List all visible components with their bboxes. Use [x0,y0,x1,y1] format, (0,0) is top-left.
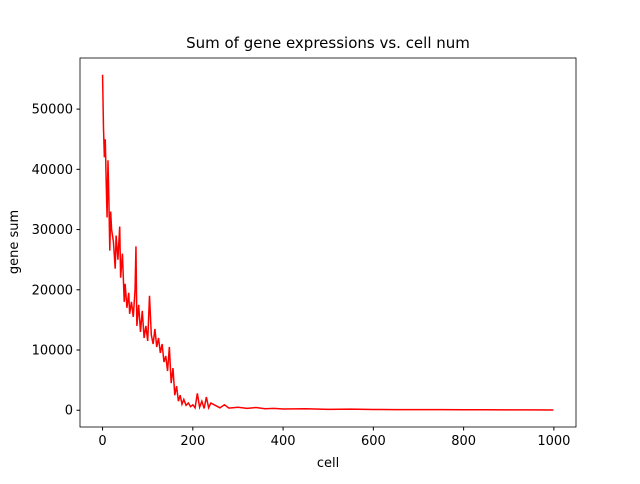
y-tick-label: 30000 [32,223,73,238]
chart-title: Sum of gene expressions vs. cell num [186,34,470,52]
y-tick-label: 10000 [32,344,73,359]
y-tick-label: 0 [65,404,73,419]
x-tick-label: 1000 [537,434,570,449]
axes-frame [79,57,577,428]
x-tick-label: 400 [271,434,296,449]
x-tick-label: 200 [180,434,205,449]
y-axis-label: gene sum [7,210,22,274]
y-tick-label: 50000 [32,103,73,118]
x-tick-label: 800 [451,434,476,449]
y-tick-label: 20000 [32,283,73,298]
x-tick-label: 0 [98,434,106,449]
line-series [101,74,554,411]
x-axis-label: cell [317,456,339,471]
y-tick-label: 40000 [32,163,73,178]
x-tick-label: 600 [361,434,386,449]
